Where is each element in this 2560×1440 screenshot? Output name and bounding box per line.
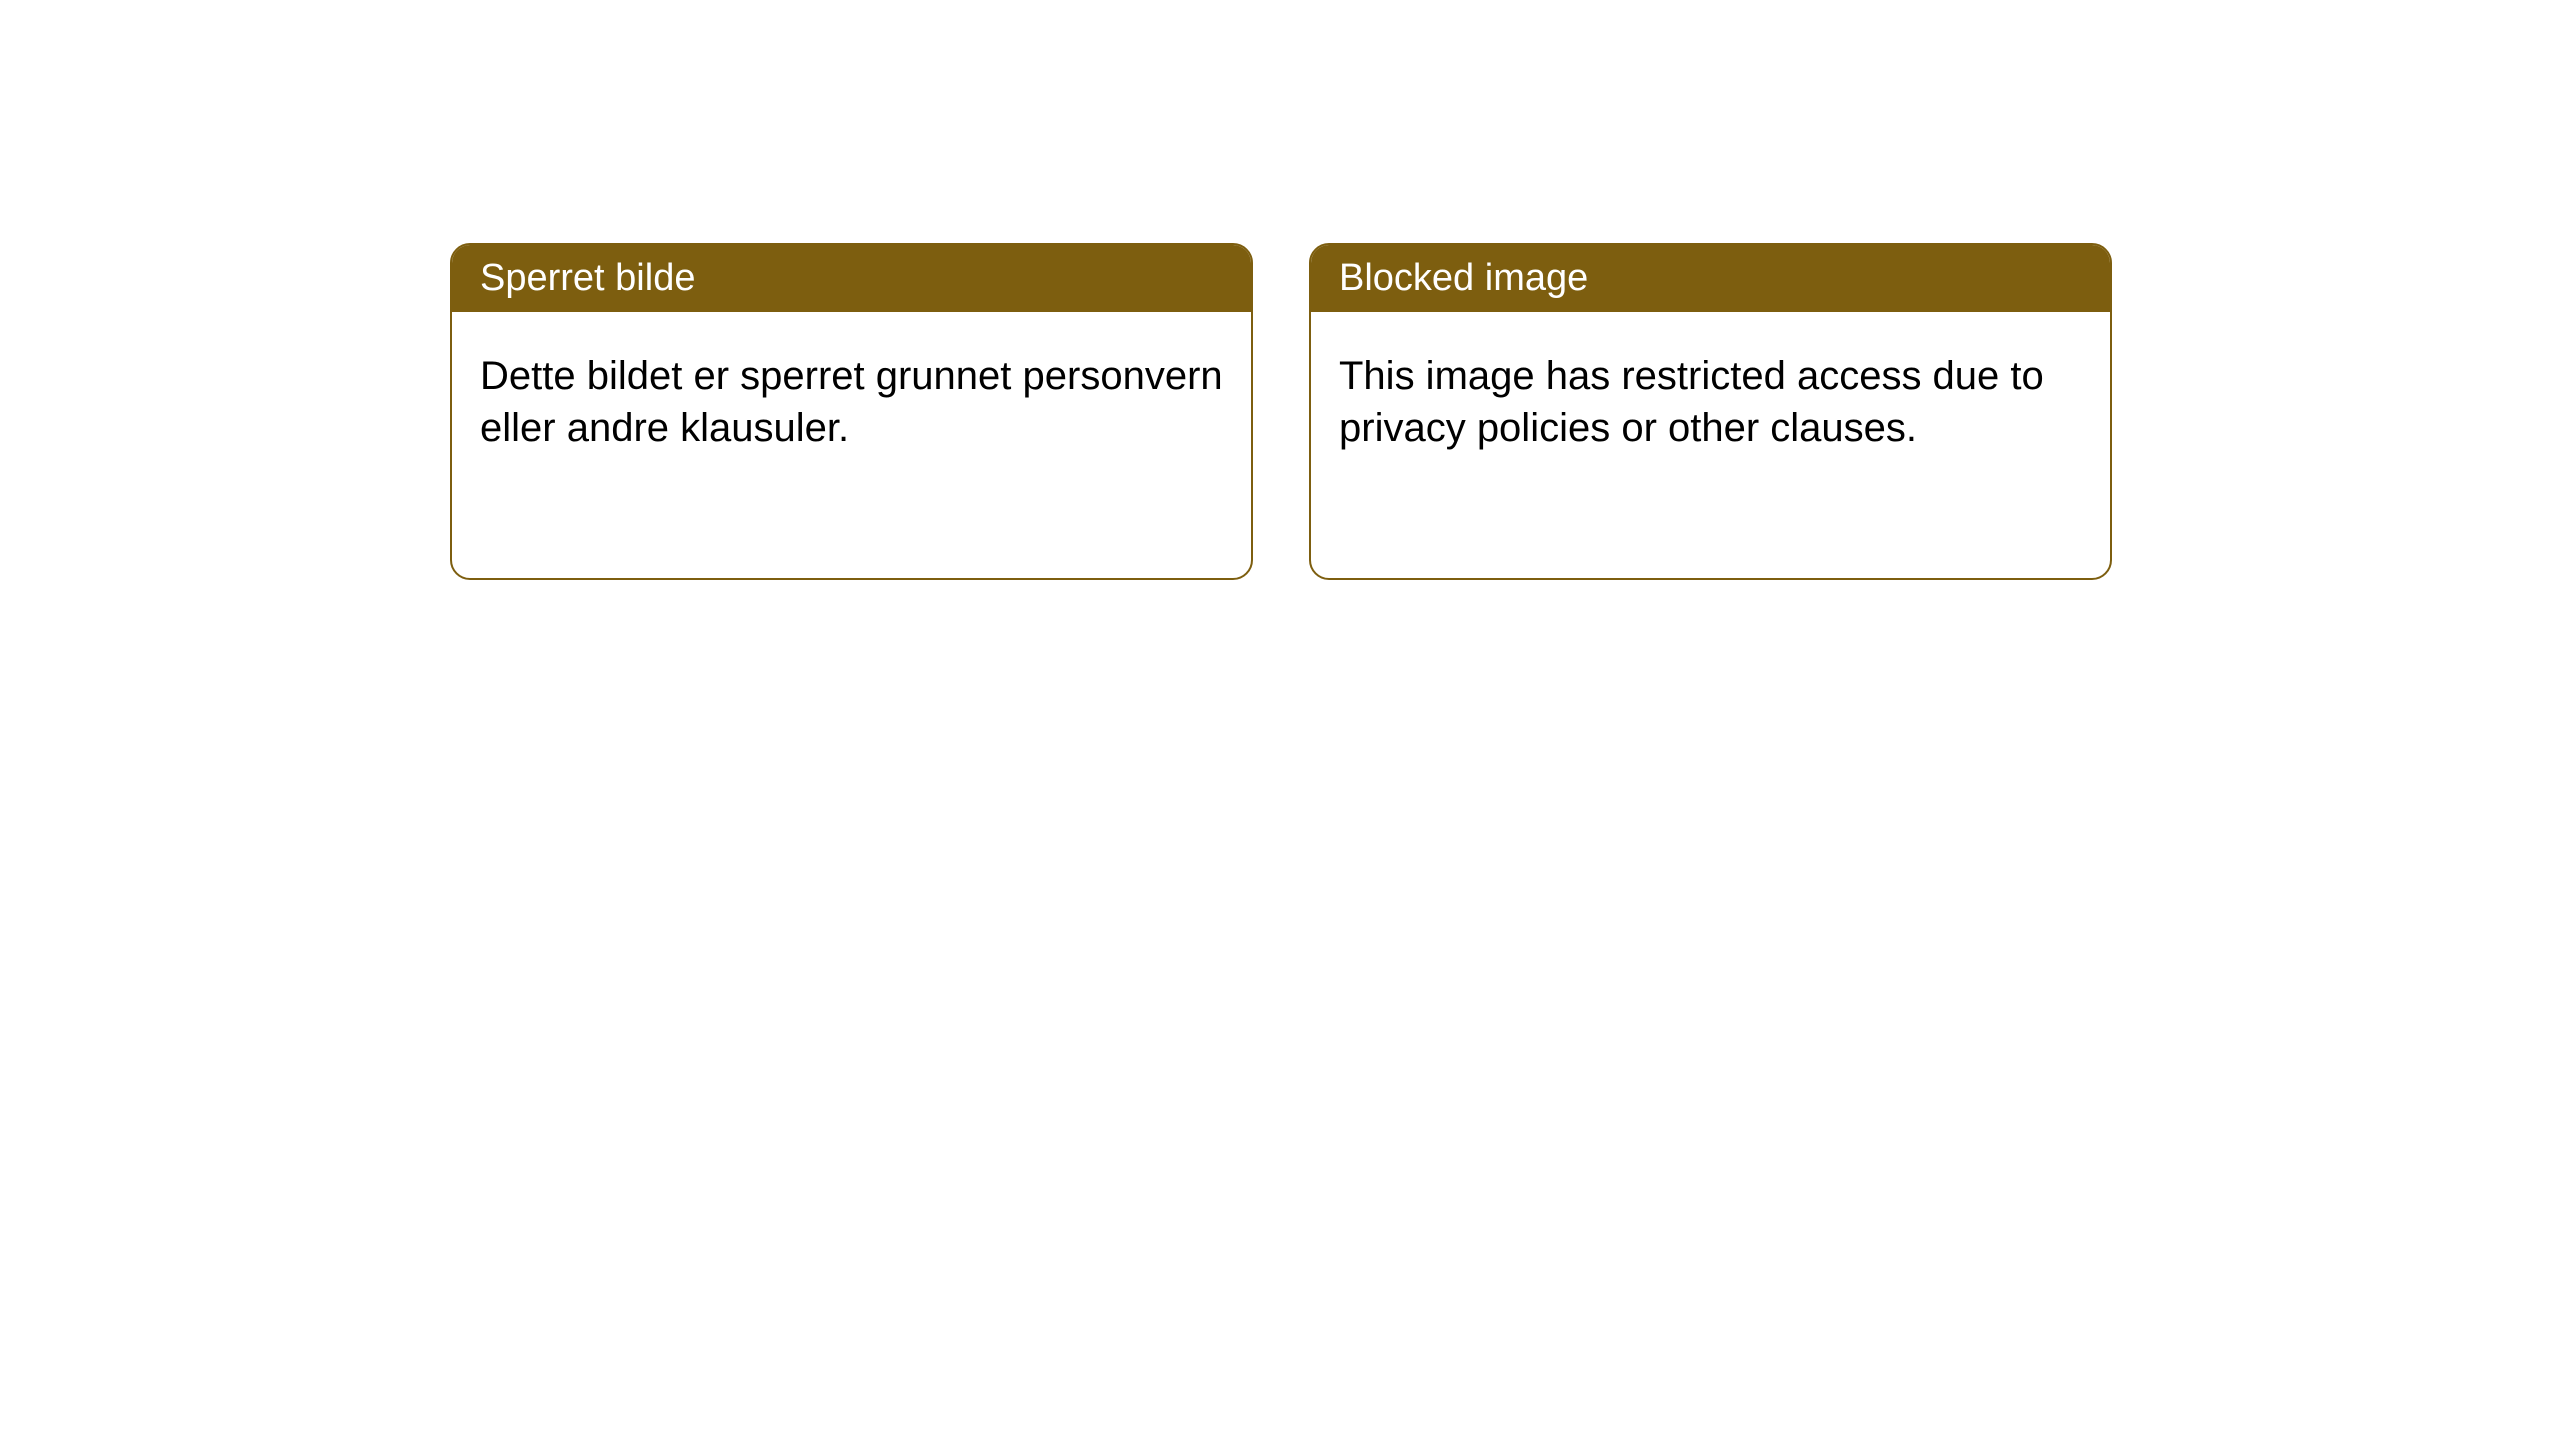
notice-card-no: Sperret bilde Dette bildet er sperret gr…	[450, 243, 1253, 580]
card-body: This image has restricted access due to …	[1311, 312, 2110, 492]
card-header: Blocked image	[1311, 245, 2110, 312]
card-header-text: Blocked image	[1339, 257, 1588, 299]
card-body: Dette bildet er sperret grunnet personve…	[452, 312, 1251, 492]
card-header-text: Sperret bilde	[480, 257, 695, 299]
card-body-text: This image has restricted access due to …	[1339, 354, 2044, 450]
notice-card-en: Blocked image This image has restricted …	[1309, 243, 2112, 580]
notice-cards-row: Sperret bilde Dette bildet er sperret gr…	[450, 243, 2112, 580]
card-header: Sperret bilde	[452, 245, 1251, 312]
card-body-text: Dette bildet er sperret grunnet personve…	[480, 354, 1223, 450]
